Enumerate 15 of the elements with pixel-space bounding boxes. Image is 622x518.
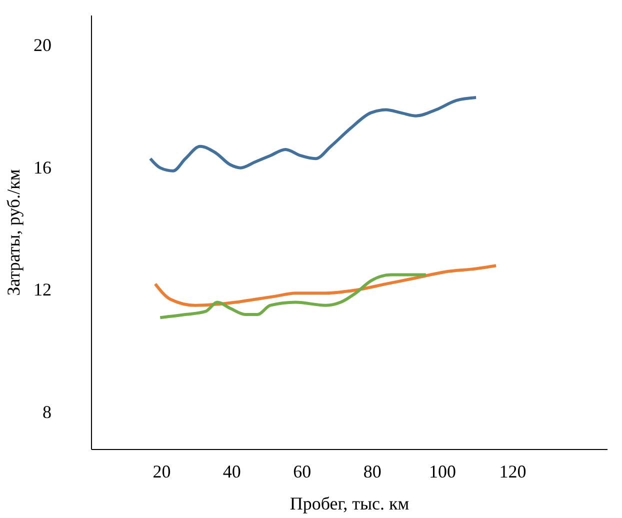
y-tick-label: 8 bbox=[42, 402, 52, 422]
y-tick-label: 20 bbox=[34, 35, 52, 56]
line-series bbox=[154, 264, 498, 307]
x-tick-label: 120 bbox=[499, 462, 526, 482]
y-tick-label: 12 bbox=[34, 280, 52, 300]
x-tick-label: 100 bbox=[429, 462, 456, 482]
y-tick-label: 16 bbox=[34, 157, 52, 178]
line-series bbox=[158, 273, 428, 320]
x-axis-title: Пробег, тыс. км bbox=[290, 494, 410, 514]
x-tick-label: 20 bbox=[152, 462, 171, 482]
x-tick-label: 40 bbox=[222, 462, 241, 482]
y-axis-title: Затраты, руб./км bbox=[4, 169, 24, 296]
line-series bbox=[148, 96, 478, 172]
x-tick-label: 80 bbox=[363, 462, 382, 482]
x-tick-label: 60 bbox=[293, 462, 312, 482]
